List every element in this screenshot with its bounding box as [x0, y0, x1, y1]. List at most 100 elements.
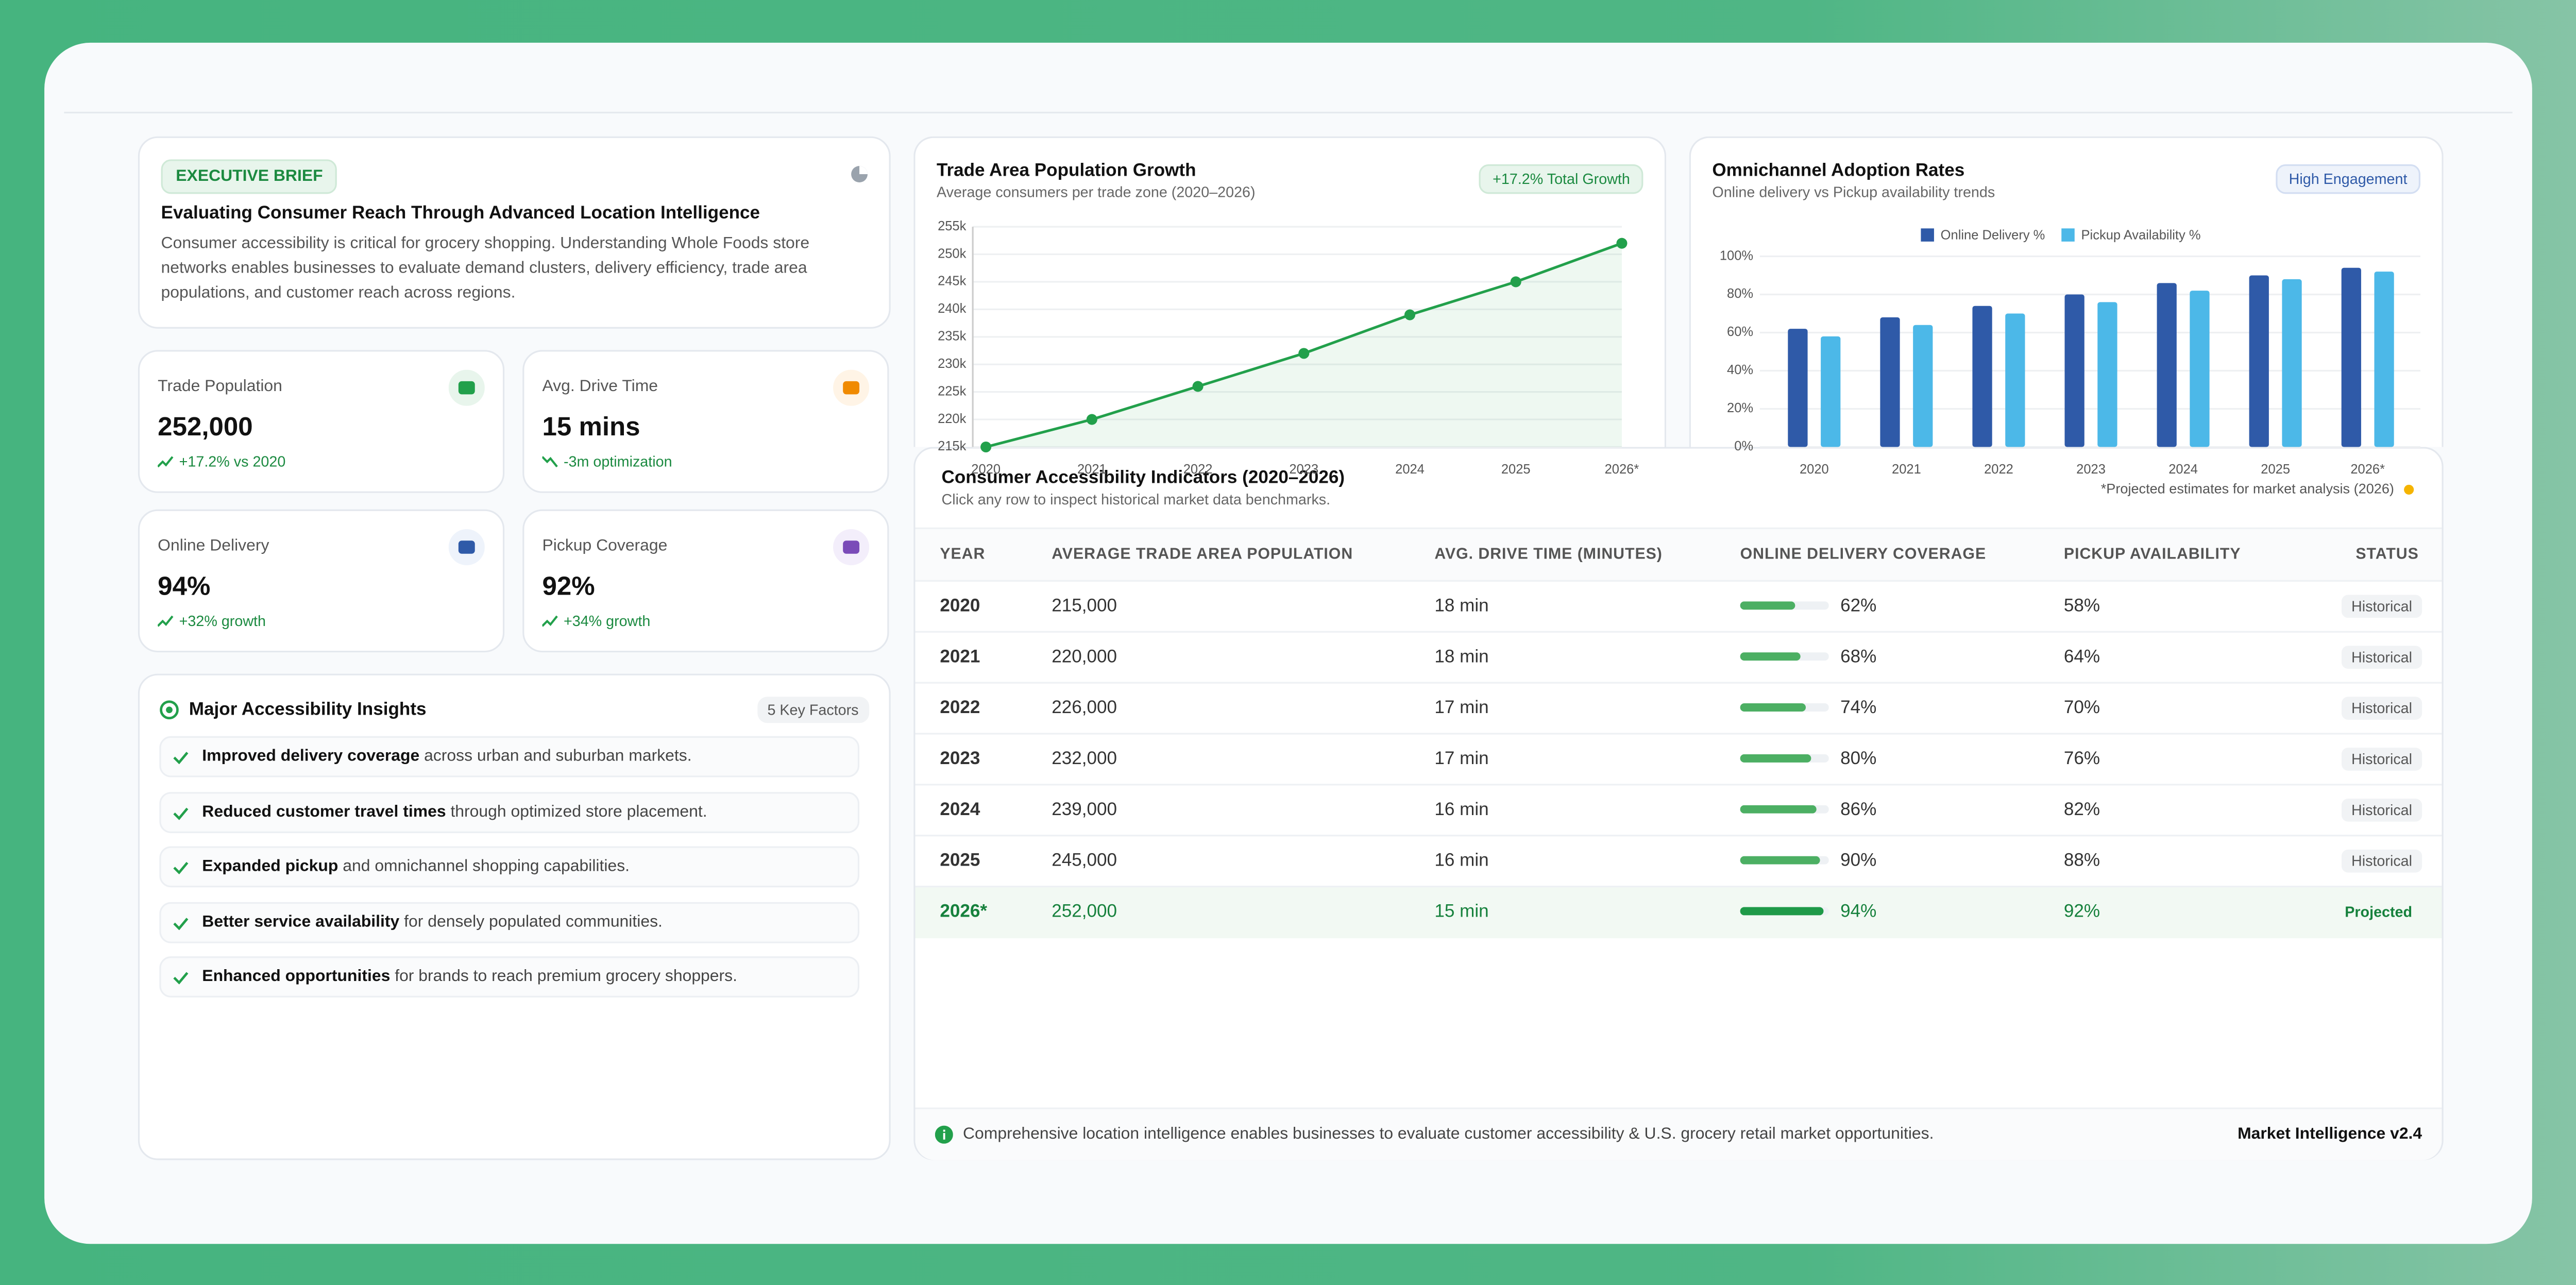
chart-subtitle: Average consumers per trade zone (2020–2… — [936, 184, 1256, 201]
x-tick-label: 2020 — [971, 462, 1001, 477]
insight-bold: Better service availability — [202, 913, 400, 932]
x-tick-label: 2024 — [1395, 462, 1425, 477]
check — [173, 862, 189, 875]
progress — [1740, 601, 1829, 610]
insight-text: Reduced customer travel times through op… — [202, 803, 707, 821]
table-row[interactable]: 2025 245,000 16 min 90% 88% Historical — [915, 835, 2442, 887]
point — [980, 441, 992, 453]
progress — [1740, 754, 1829, 763]
cell-drive: 16 min — [1434, 851, 1489, 871]
y-tick-label: 215k — [938, 439, 967, 453]
insight-bold: Reduced customer travel times — [202, 803, 446, 821]
progress-bar — [1740, 907, 1824, 916]
bar — [2190, 291, 2210, 447]
insight-rest: for densely populated communities. — [404, 913, 663, 932]
legend-swatch — [2061, 228, 2075, 242]
y-tick-label: 235k — [938, 329, 967, 344]
y-tick-label: 100% — [1720, 248, 1753, 263]
y-tick-label: 40% — [1727, 363, 1753, 377]
kpi-card: Trade Population 252,000 +17.2% vs 2020 — [138, 350, 505, 493]
icon-glyph — [843, 540, 860, 554]
bar — [2064, 294, 2084, 447]
kpi-icon — [833, 369, 870, 406]
cell-delivery: 68% — [1840, 647, 1877, 667]
kpi-change: +34% growth — [563, 613, 651, 630]
progress — [1740, 703, 1829, 712]
kpi-change: -3m optimization — [563, 453, 672, 470]
kpi-change: +32% growth — [179, 613, 266, 630]
insight-text: Improved delivery coverage across urban … — [202, 748, 691, 766]
table-header: YEAR AVERAGE TRADE AREA POPULATION AVG. DR… — [915, 527, 2442, 582]
kpi-value: 15 mins — [542, 414, 640, 442]
table-card: Consumer Accessibility Indicators (2020–… — [913, 447, 2444, 1160]
table-subtitle: Click any row to inspect historical mark… — [941, 491, 1331, 508]
progress — [1740, 805, 1829, 814]
table-row[interactable]: 2020 215,000 18 min 62% 58% Historical — [915, 580, 2442, 633]
legend-label: Pickup Availability % — [2081, 228, 2201, 242]
brief-text: Consumer accessibility is critical for g… — [161, 235, 810, 302]
check — [173, 972, 189, 985]
y-tick-label: 240k — [938, 301, 967, 316]
progress-bar — [1740, 652, 1801, 661]
check — [173, 807, 189, 820]
x-tick-label: 2026* — [1605, 462, 1639, 477]
cell-delivery: 74% — [1840, 698, 1877, 718]
pie-icon — [851, 166, 868, 183]
column-header: AVG. DRIVE TIME (MINUTES) — [1434, 545, 1663, 564]
point — [1616, 238, 1628, 249]
check-icon — [173, 752, 189, 765]
x-tick-label: 2022 — [1984, 462, 2013, 477]
kpi-icon — [448, 369, 485, 406]
progress-bar — [1740, 703, 1806, 712]
table-row[interactable]: 2022 226,000 17 min 74% 70% Historical — [915, 682, 2442, 735]
line-chart: 215k 220k 225k 230k 235k 240k 245k 250k 255k 2020… — [938, 219, 1639, 477]
progress — [1740, 907, 1829, 916]
icon-glyph — [458, 381, 475, 395]
bar — [1788, 329, 1808, 447]
insight-item: Better service availability for densely … — [159, 902, 860, 943]
column-header: ONLINE DELIVERY COVERAGE — [1740, 545, 1987, 564]
legend-label: Online Delivery % — [1941, 228, 2045, 242]
cell-pickup: 58% — [2063, 596, 2100, 616]
check-icon — [173, 862, 189, 875]
insight-bold: Expanded pickup — [202, 858, 338, 876]
trend-line — [542, 615, 558, 627]
cell-pickup: 64% — [2063, 647, 2100, 667]
cell-drive: 16 min — [1434, 800, 1489, 820]
kpi-label: Pickup Coverage — [542, 537, 668, 555]
progress-bar — [1740, 856, 1820, 865]
kpi-card: Avg. Drive Time 15 mins -3m optimization — [522, 350, 889, 493]
footer-version: Market Intelligence v2.4 — [2238, 1125, 2422, 1144]
progress-bar — [1740, 754, 1811, 763]
cell-drive: 18 min — [1434, 596, 1489, 616]
bar — [1821, 336, 1841, 447]
cell-population: 226,000 — [1052, 698, 1117, 718]
insight-item: Reduced customer travel times through op… — [159, 791, 860, 833]
table-row[interactable]: 2024 239,000 16 min 86% 82% Historical — [915, 784, 2442, 836]
info-icon — [935, 1125, 953, 1144]
table-row[interactable]: 2023 232,000 17 min 80% 76% Historical — [915, 733, 2442, 785]
kpi-card: Online Delivery 94% +32% growth — [138, 509, 505, 653]
chart-note: *Projected estimates for market analysis… — [2101, 481, 2394, 497]
bar — [1972, 306, 1992, 447]
icon-glyph — [458, 540, 475, 554]
cell-population: 220,000 — [1052, 647, 1117, 667]
table-row[interactable]: 2026* 252,000 15 min 94% 92% Projected — [915, 886, 2442, 939]
trend-line — [158, 615, 174, 627]
cell-drive: 18 min — [1434, 647, 1489, 667]
check-icon — [173, 807, 189, 820]
point — [1510, 276, 1521, 288]
table-row[interactable]: 2021 220,000 18 min 68% 64% Historical — [915, 631, 2442, 684]
y-tick-label: 230k — [938, 357, 967, 371]
cell-delivery: 90% — [1840, 851, 1877, 871]
x-tick-label: 2021 — [1077, 462, 1107, 477]
y-tick-label: 255k — [938, 219, 967, 233]
cell-pickup: 88% — [2063, 851, 2100, 871]
x-tick-label: 2022 — [1183, 462, 1213, 477]
cell-status: Historical — [2341, 595, 2422, 618]
y-tick-label: 20% — [1727, 401, 1753, 415]
insights-badge: 5 Key Factors — [757, 697, 869, 723]
chart-title: Trade Area Population Growth — [936, 161, 1196, 181]
cell-drive: 17 min — [1434, 698, 1489, 718]
kpi-label: Online Delivery — [158, 537, 269, 555]
